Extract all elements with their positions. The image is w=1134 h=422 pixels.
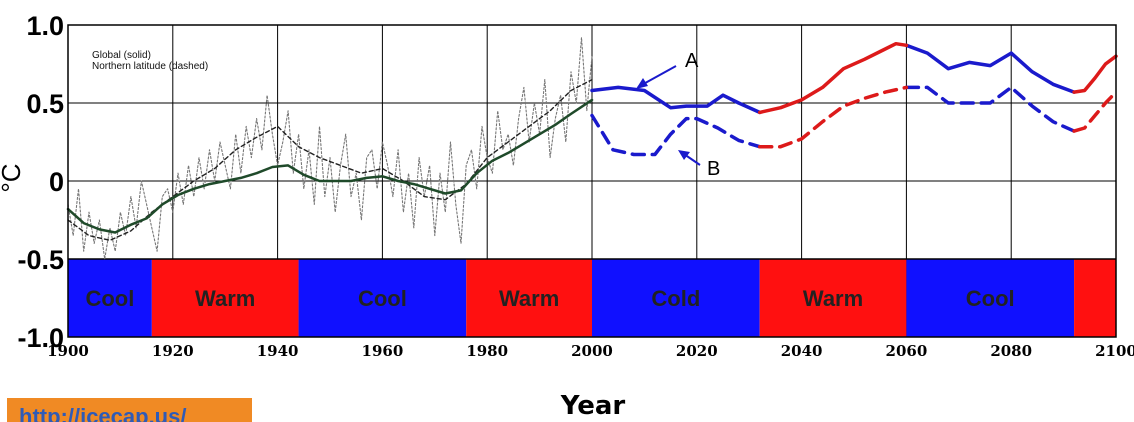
legend-entry: Northern latitude (dashed) xyxy=(92,61,208,72)
arrow-b-head xyxy=(678,150,690,160)
phase-band-label: Warm xyxy=(195,286,255,311)
series-line-dashed-red-B xyxy=(1072,90,1118,133)
series-line-solid-blue-A xyxy=(590,85,762,115)
phase-band xyxy=(151,259,299,337)
x-axis-label: Year xyxy=(560,391,626,421)
legend-entry: Global (solid) xyxy=(92,50,151,61)
y-tick-label: 0 xyxy=(49,167,64,197)
phase-band-label: Cool xyxy=(85,286,134,311)
phase-band xyxy=(1074,259,1116,337)
phase-band xyxy=(759,259,907,337)
x-tick-label: 1960 xyxy=(362,342,404,360)
phase-band xyxy=(906,259,1075,337)
x-tick-label: 2100 xyxy=(1095,342,1134,360)
x-tick-label: 2060 xyxy=(886,342,928,360)
phase-band-label: Warm xyxy=(499,286,559,311)
y-tick-labels: 1.0 0.5 0 -0.5 -1.0 xyxy=(17,11,64,353)
x-tick-label: 2000 xyxy=(571,342,613,360)
x-tick-label: 1980 xyxy=(466,342,508,360)
phase-band-label: Cold xyxy=(651,286,700,311)
data-series xyxy=(66,36,1118,260)
y-tick-label: -1.0 xyxy=(17,323,64,353)
x-tick-labels: 1900 1920 1940 1960 1980 2000 2020 2040 2060 2080… xyxy=(47,342,1134,360)
phase-band-label: Cool xyxy=(966,286,1015,311)
annotations: AB xyxy=(636,50,720,180)
y-tick-label: -0.5 xyxy=(17,245,64,275)
y-axis-label: °C xyxy=(0,163,26,192)
series-line-solid-dark-green xyxy=(66,98,594,234)
series-line-dashed-red-B xyxy=(757,85,909,149)
phase-band-label: Warm xyxy=(803,286,863,311)
series-line-solid-blue-A xyxy=(904,43,1076,94)
plot-frame xyxy=(67,24,1117,338)
arrow-a-head xyxy=(636,78,648,89)
series-line-solid-red-A xyxy=(757,41,909,115)
url-watermark-box: http://icecap.us/ xyxy=(7,398,252,422)
x-tick-label: 1900 xyxy=(47,342,89,360)
y-tick-label: 1.0 xyxy=(26,11,64,41)
x-tick-label: 1940 xyxy=(257,342,299,360)
phase-bands: Cool Warm Cool Warm Cold Warm Cool xyxy=(68,258,1116,337)
annotation-label-b: B xyxy=(707,158,720,180)
x-tick-label: 2020 xyxy=(676,342,718,360)
phase-band xyxy=(466,259,592,337)
y-tick-label: 0.5 xyxy=(26,89,64,119)
phase-band xyxy=(68,259,152,337)
series-line-dashed-black-northern xyxy=(67,78,593,242)
x-tick-label: 2040 xyxy=(781,342,823,360)
x-tick-label: 2080 xyxy=(990,342,1032,360)
phase-band xyxy=(592,259,760,337)
x-tick-label: 1920 xyxy=(152,342,194,360)
series-line-dotted-gray-raw xyxy=(67,36,593,260)
series-line-dashed-blue-B xyxy=(904,85,1076,133)
annotation-label-a: A xyxy=(685,50,699,72)
url-watermark-text: http://icecap.us/ xyxy=(19,404,187,422)
legend: Global (solid)Northern latitude (dashed) xyxy=(92,50,208,72)
phase-band-label: Cool xyxy=(358,286,407,311)
series-line-dashed-blue-B xyxy=(590,113,762,157)
series-line-solid-red-A xyxy=(1072,54,1118,94)
phase-band xyxy=(298,259,467,337)
